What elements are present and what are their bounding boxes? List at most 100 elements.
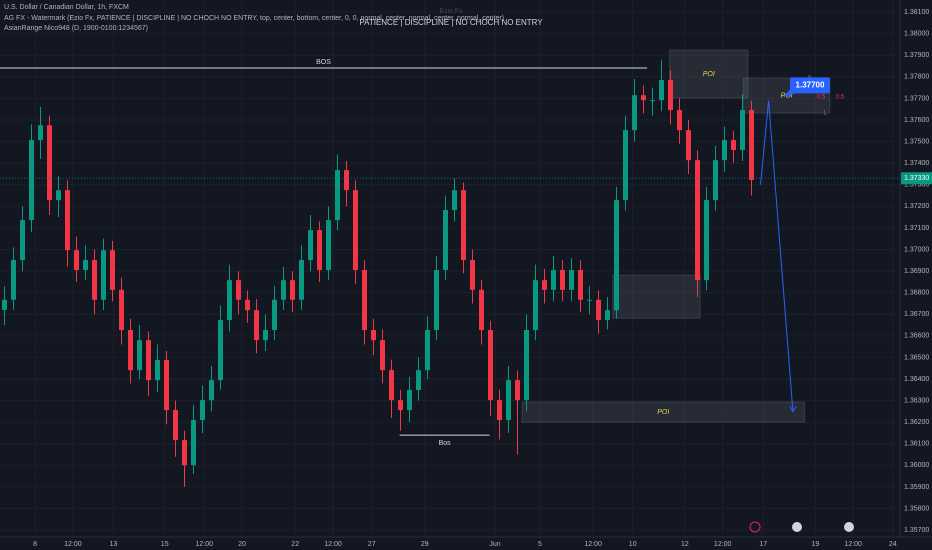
candle-body: [641, 95, 646, 101]
candle-body: [722, 140, 727, 161]
x-tick-label: Jun: [489, 541, 500, 548]
y-tick-label: 1.35900: [904, 484, 929, 491]
x-tick-label: 17: [759, 541, 767, 548]
candle-body: [164, 360, 169, 411]
indicator-legend: AsianRange Nico948 (D, 1900-0100:1234567…: [4, 25, 148, 32]
zone: [669, 49, 749, 99]
candle-body: [128, 330, 133, 371]
candle-body: [371, 330, 376, 341]
y-tick-label: 1.37400: [904, 160, 929, 167]
flag-icon[interactable]: [844, 522, 854, 532]
y-tick-label: 1.36900: [904, 268, 929, 275]
y-tick-label: 1.36800: [904, 290, 929, 297]
candle-body: [2, 299, 7, 310]
candle-body: [335, 170, 340, 221]
candle-body: [434, 270, 439, 331]
y-tick-label: 1.37700: [904, 95, 929, 102]
candle-body: [182, 440, 187, 466]
candle-body: [263, 330, 268, 341]
candle-body: [425, 330, 430, 371]
candle-body: [659, 80, 664, 101]
candle-body: [614, 200, 619, 311]
candle-body: [668, 80, 673, 111]
candle-body: [650, 100, 655, 102]
candle-body: [200, 400, 205, 421]
candle-body: [569, 270, 574, 290]
fib-label: 0.5: [836, 95, 845, 101]
candle-body: [632, 95, 637, 131]
candle-body: [326, 220, 331, 271]
candle-body: [389, 370, 394, 401]
x-tick-label: 29: [421, 541, 429, 548]
candle-body: [11, 260, 16, 300]
x-tick-label: 12: [681, 541, 689, 548]
zone-label: POI: [657, 409, 669, 416]
overlays: BOS Bos 1.37700: [0, 59, 900, 447]
event-icon[interactable]: [749, 521, 761, 533]
candle-body: [416, 370, 421, 391]
x-tick-label: 12:00: [196, 541, 214, 548]
y-tick-label: 1.35700: [904, 527, 929, 534]
last-price-label: 1.37330: [904, 175, 929, 182]
candle-body: [83, 260, 88, 271]
x-tick-label: 8: [33, 541, 37, 548]
y-tick-label: 1.36100: [904, 441, 929, 448]
candle-body: [524, 330, 529, 401]
candle-body: [20, 220, 25, 261]
zone: [612, 274, 701, 319]
price-label-text: 1.37700: [796, 81, 825, 90]
y-tick-label: 1.36600: [904, 333, 929, 340]
candle-body: [299, 260, 304, 300]
candle-body: [173, 410, 178, 441]
candle-body: [452, 190, 457, 211]
candle-body: [308, 230, 313, 261]
y-tick-label: 1.36400: [904, 376, 929, 383]
candle-body: [290, 280, 295, 300]
candle-body: [506, 380, 511, 421]
candle-body: [497, 400, 502, 421]
grid: [0, 0, 900, 537]
candle-body: [515, 380, 520, 401]
price-label-pointer: [783, 89, 795, 98]
y-tick-label: 1.38000: [904, 31, 929, 38]
candle-body: [137, 340, 142, 371]
candle-body: [560, 270, 565, 290]
zone: [521, 401, 806, 423]
projection-line: [760, 100, 794, 412]
candle-body: [92, 260, 97, 300]
y-tick-label: 1.36000: [904, 462, 929, 469]
x-tick-label: 12:00: [844, 541, 862, 548]
x-tick-label: 5: [538, 541, 542, 548]
candle-body: [551, 270, 556, 290]
candle-body: [623, 130, 628, 201]
fib-label: 1: [823, 111, 827, 117]
candles: [2, 59, 754, 487]
x-tick-label: 15: [161, 541, 169, 548]
candle-body: [281, 280, 286, 300]
candle-body: [677, 110, 682, 131]
candle-body: [56, 190, 61, 201]
y-tick-label: 1.36300: [904, 397, 929, 404]
candle-body: [344, 170, 349, 191]
x-tick-label: 12:00: [714, 541, 732, 548]
y-tick-label: 1.37800: [904, 74, 929, 81]
flag-icon[interactable]: [792, 522, 802, 532]
candle-body: [461, 190, 466, 261]
axes: 1.38100 1.38000 1.37900 1.37800 1.37700 1.376…: [33, 9, 932, 548]
candle-body: [29, 140, 34, 221]
y-tick-label: 1.37200: [904, 203, 929, 210]
candle-body: [488, 330, 493, 401]
candle-body: [686, 130, 691, 161]
candle-body: [704, 200, 709, 281]
candle-body: [47, 125, 52, 201]
candle-body: [740, 110, 745, 151]
candle-body: [533, 280, 538, 331]
candle-body: [479, 289, 484, 331]
y-tick-label: 1.37000: [904, 246, 929, 253]
fib-label: 0: [808, 76, 812, 82]
y-tick-label: 1.37500: [904, 138, 929, 145]
x-tick-label: 20: [238, 541, 246, 548]
candle-body: [254, 310, 259, 341]
